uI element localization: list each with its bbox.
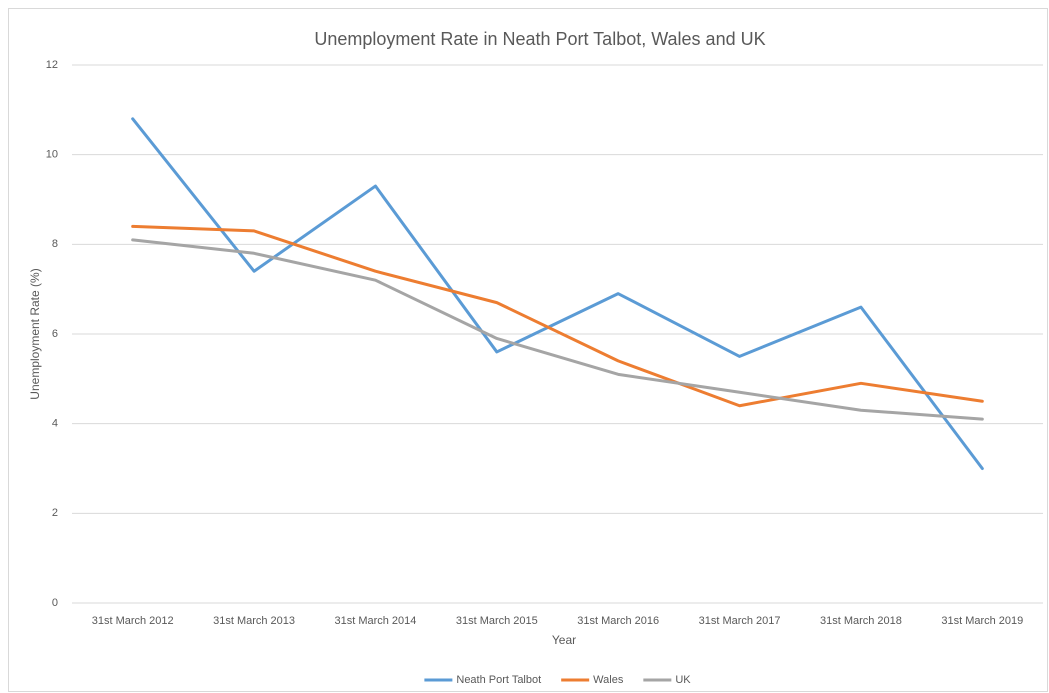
y-tick-label: 2: [52, 507, 58, 519]
series-line: [131, 238, 984, 421]
y-tick-label: 8: [52, 238, 58, 250]
y-tick-label: 4: [52, 418, 58, 430]
x-axis-title: Year: [552, 633, 576, 647]
x-tick-label: 31st March 2019: [941, 615, 1023, 627]
x-tick-label: 31st March 2016: [577, 615, 659, 627]
x-tick-label: 31st March 2012: [92, 615, 174, 627]
y-tick-label: 10: [46, 149, 58, 161]
x-tick-label: 31st March 2018: [820, 615, 902, 627]
legend-label: Neath Port Talbot: [456, 674, 541, 686]
chart-border: [8, 8, 1048, 692]
y-tick-label: 12: [46, 59, 58, 71]
legend-label: UK: [675, 674, 691, 686]
legend-label: Wales: [593, 674, 624, 686]
y-tick-label: 0: [52, 597, 58, 609]
x-tick-label: 31st March 2017: [699, 615, 781, 627]
y-tick-label: 6: [52, 328, 58, 340]
series-line: [131, 224, 984, 408]
x-tick-label: 31st March 2014: [334, 615, 416, 627]
x-tick-label: 31st March 2013: [213, 615, 295, 627]
y-axis-title: Unemployment Rate (%): [28, 268, 42, 399]
chart-title: Unemployment Rate in Neath Port Talbot, …: [314, 29, 765, 49]
x-tick-label: 31st March 2015: [456, 615, 538, 627]
